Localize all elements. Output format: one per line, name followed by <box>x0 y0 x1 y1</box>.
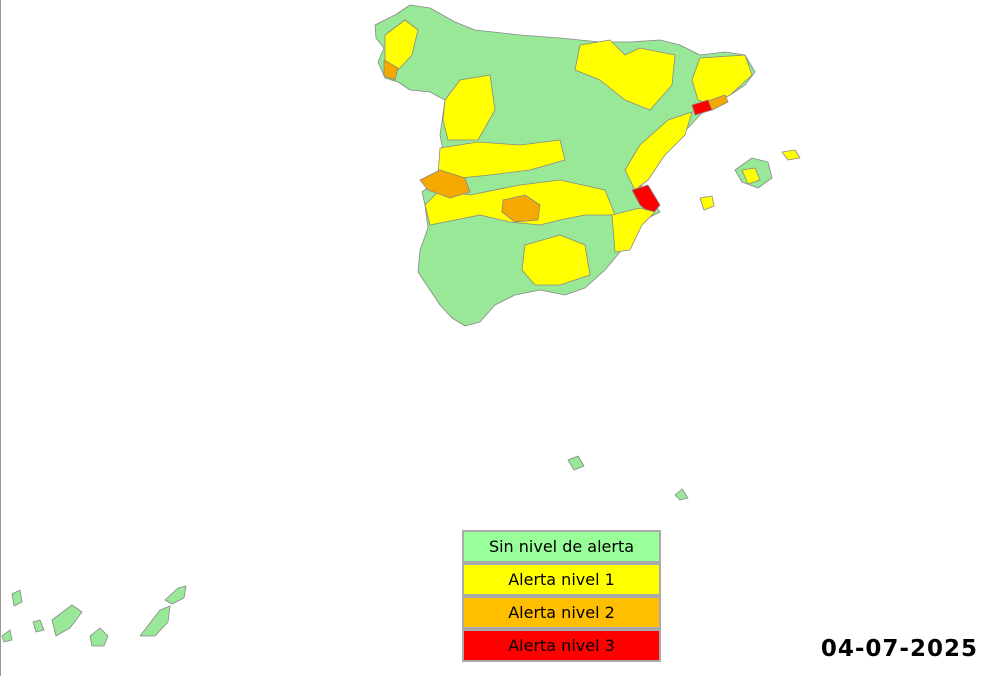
region <box>521 234 591 286</box>
legend-swatch <box>462 530 661 563</box>
island <box>139 605 171 637</box>
legend-swatch <box>462 596 661 629</box>
melilla <box>674 488 689 501</box>
island <box>1 629 13 643</box>
legend-swatch <box>462 629 661 662</box>
region <box>419 169 471 199</box>
legend-label: Alerta nivel 1 <box>508 570 615 589</box>
ceuta <box>567 455 585 471</box>
legend: Sin nivel de alerta Alerta nivel 1 Alerta … <box>462 530 661 662</box>
region <box>691 99 713 116</box>
menorca <box>781 149 801 161</box>
region <box>442 74 496 141</box>
region <box>501 194 541 223</box>
region <box>631 184 661 216</box>
legend-swatch <box>462 563 661 596</box>
ibiza <box>699 195 715 211</box>
legend-label: Sin nivel de alerta <box>489 537 634 556</box>
island <box>11 589 23 607</box>
legend-label: Alerta nivel 2 <box>508 603 615 622</box>
island <box>32 619 45 633</box>
region <box>611 207 656 253</box>
region <box>624 111 693 191</box>
island <box>164 585 187 605</box>
region <box>574 39 676 111</box>
peninsula <box>374 4 756 327</box>
islands <box>1 149 801 647</box>
island <box>89 627 109 647</box>
date: 04-07-2025 <box>821 636 978 662</box>
legend-label: Alerta nivel 3 <box>508 636 615 655</box>
region <box>741 167 761 185</box>
region <box>383 59 399 81</box>
island <box>51 604 83 637</box>
